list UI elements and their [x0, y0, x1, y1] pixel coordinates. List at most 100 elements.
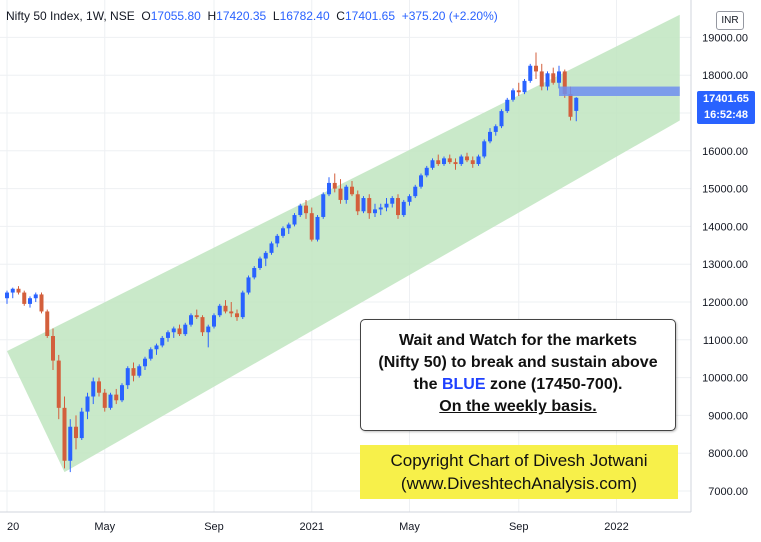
- candle-body: [321, 194, 326, 217]
- change-value: +375.20 (+2.20%): [401, 9, 498, 23]
- y-tick-label: 16000.00: [702, 146, 748, 158]
- y-tick-label: 12000.00: [702, 297, 748, 309]
- candle: [189, 313, 193, 327]
- symbol-label[interactable]: Nifty 50 Index, 1W, NSE: [6, 9, 135, 23]
- candle: [511, 88, 515, 102]
- candle: [470, 156, 475, 168]
- candle-body: [68, 426, 73, 461]
- candle: [384, 198, 389, 212]
- candle-body: [539, 71, 544, 87]
- candle-body: [338, 188, 343, 200]
- candle-body: [269, 243, 274, 253]
- candle: [545, 71, 550, 91]
- candle-body: [327, 182, 331, 195]
- candle: [217, 303, 222, 318]
- last-price: 17401.65: [703, 93, 749, 105]
- candle-body: [206, 326, 211, 333]
- candle-body: [332, 182, 337, 189]
- currency-button[interactable]: INR: [716, 11, 744, 30]
- candle: [338, 179, 343, 204]
- candle-body: [298, 205, 303, 216]
- candle: [367, 194, 372, 219]
- candle-body: [384, 203, 389, 208]
- candle: [33, 292, 38, 302]
- candle-body: [482, 141, 487, 157]
- candle-body: [217, 305, 222, 316]
- candle-body: [304, 205, 308, 214]
- candle-body: [45, 311, 50, 337]
- candle: [424, 165, 429, 178]
- candle-body: [240, 292, 245, 318]
- candle-body: [292, 215, 297, 225]
- candle: [229, 302, 234, 318]
- candle-body: [568, 94, 573, 117]
- candle: [298, 203, 303, 217]
- candle-body: [522, 80, 527, 93]
- copyright-banner[interactable]: Copyright Chart of Divesh Jotwani (www.D…: [360, 445, 678, 499]
- candle: [275, 233, 280, 248]
- candle-body: [85, 396, 90, 412]
- candle-body: [557, 71, 561, 83]
- candle: [114, 388, 119, 405]
- annotation-note[interactable]: Wait and Watch for the markets (Nifty 50…: [360, 319, 676, 431]
- candle: [534, 52, 538, 79]
- candle-body: [390, 198, 395, 204]
- candle-body: [263, 252, 268, 259]
- candle-body: [528, 65, 533, 81]
- candle-body: [551, 73, 556, 83]
- x-tick-label: May: [94, 521, 115, 533]
- candle: [407, 194, 412, 206]
- candle-body: [125, 368, 130, 386]
- candle-body: [131, 368, 136, 376]
- candle: [321, 192, 326, 219]
- candle: [131, 362, 136, 382]
- y-tick-label: 8000.00: [708, 448, 748, 460]
- candle: [51, 328, 55, 371]
- y-tick-label: 19000.00: [702, 32, 748, 44]
- candle-body: [62, 407, 67, 461]
- candle: [200, 315, 205, 337]
- candle-body: [315, 216, 320, 240]
- candle: [45, 309, 50, 338]
- candle: [459, 154, 464, 166]
- candle-body: [16, 288, 21, 293]
- candle-body: [137, 366, 142, 376]
- candle: [304, 199, 308, 219]
- candle-body: [51, 336, 55, 361]
- y-tick-label: 10000.00: [702, 373, 748, 385]
- y-tick-label: 9000.00: [708, 410, 748, 422]
- candle: [240, 290, 245, 320]
- candle: [465, 152, 469, 163]
- candle-body: [562, 71, 567, 95]
- candle-body: [114, 394, 119, 401]
- candle-body: [355, 194, 360, 212]
- candle-body: [361, 198, 366, 212]
- candle: [79, 407, 84, 440]
- candle: [482, 139, 487, 159]
- candle: [292, 213, 297, 227]
- candle: [344, 184, 349, 204]
- channel-band: [7, 14, 680, 473]
- candle-body: [194, 315, 199, 318]
- candle-body: [91, 381, 96, 397]
- candle-body: [148, 349, 153, 359]
- candle-body: [183, 324, 188, 335]
- candle-body: [419, 175, 423, 187]
- candle-body: [309, 213, 314, 240]
- candle: [396, 194, 400, 219]
- candle-body: [160, 337, 165, 346]
- candle: [269, 241, 274, 255]
- candle-body: [367, 198, 372, 214]
- candle: [206, 324, 211, 348]
- candle-body: [396, 198, 400, 216]
- high-value: 17420.35: [216, 9, 267, 23]
- x-tick-label: 2022: [604, 521, 628, 533]
- time-axis[interactable]: 20 May Sep 2021 May Sep 2022: [7, 521, 629, 533]
- candle: [97, 377, 101, 397]
- candle-body: [258, 258, 262, 268]
- candles: [5, 52, 579, 473]
- candle: [85, 392, 90, 420]
- candle-body: [28, 298, 32, 304]
- candle: [361, 196, 366, 214]
